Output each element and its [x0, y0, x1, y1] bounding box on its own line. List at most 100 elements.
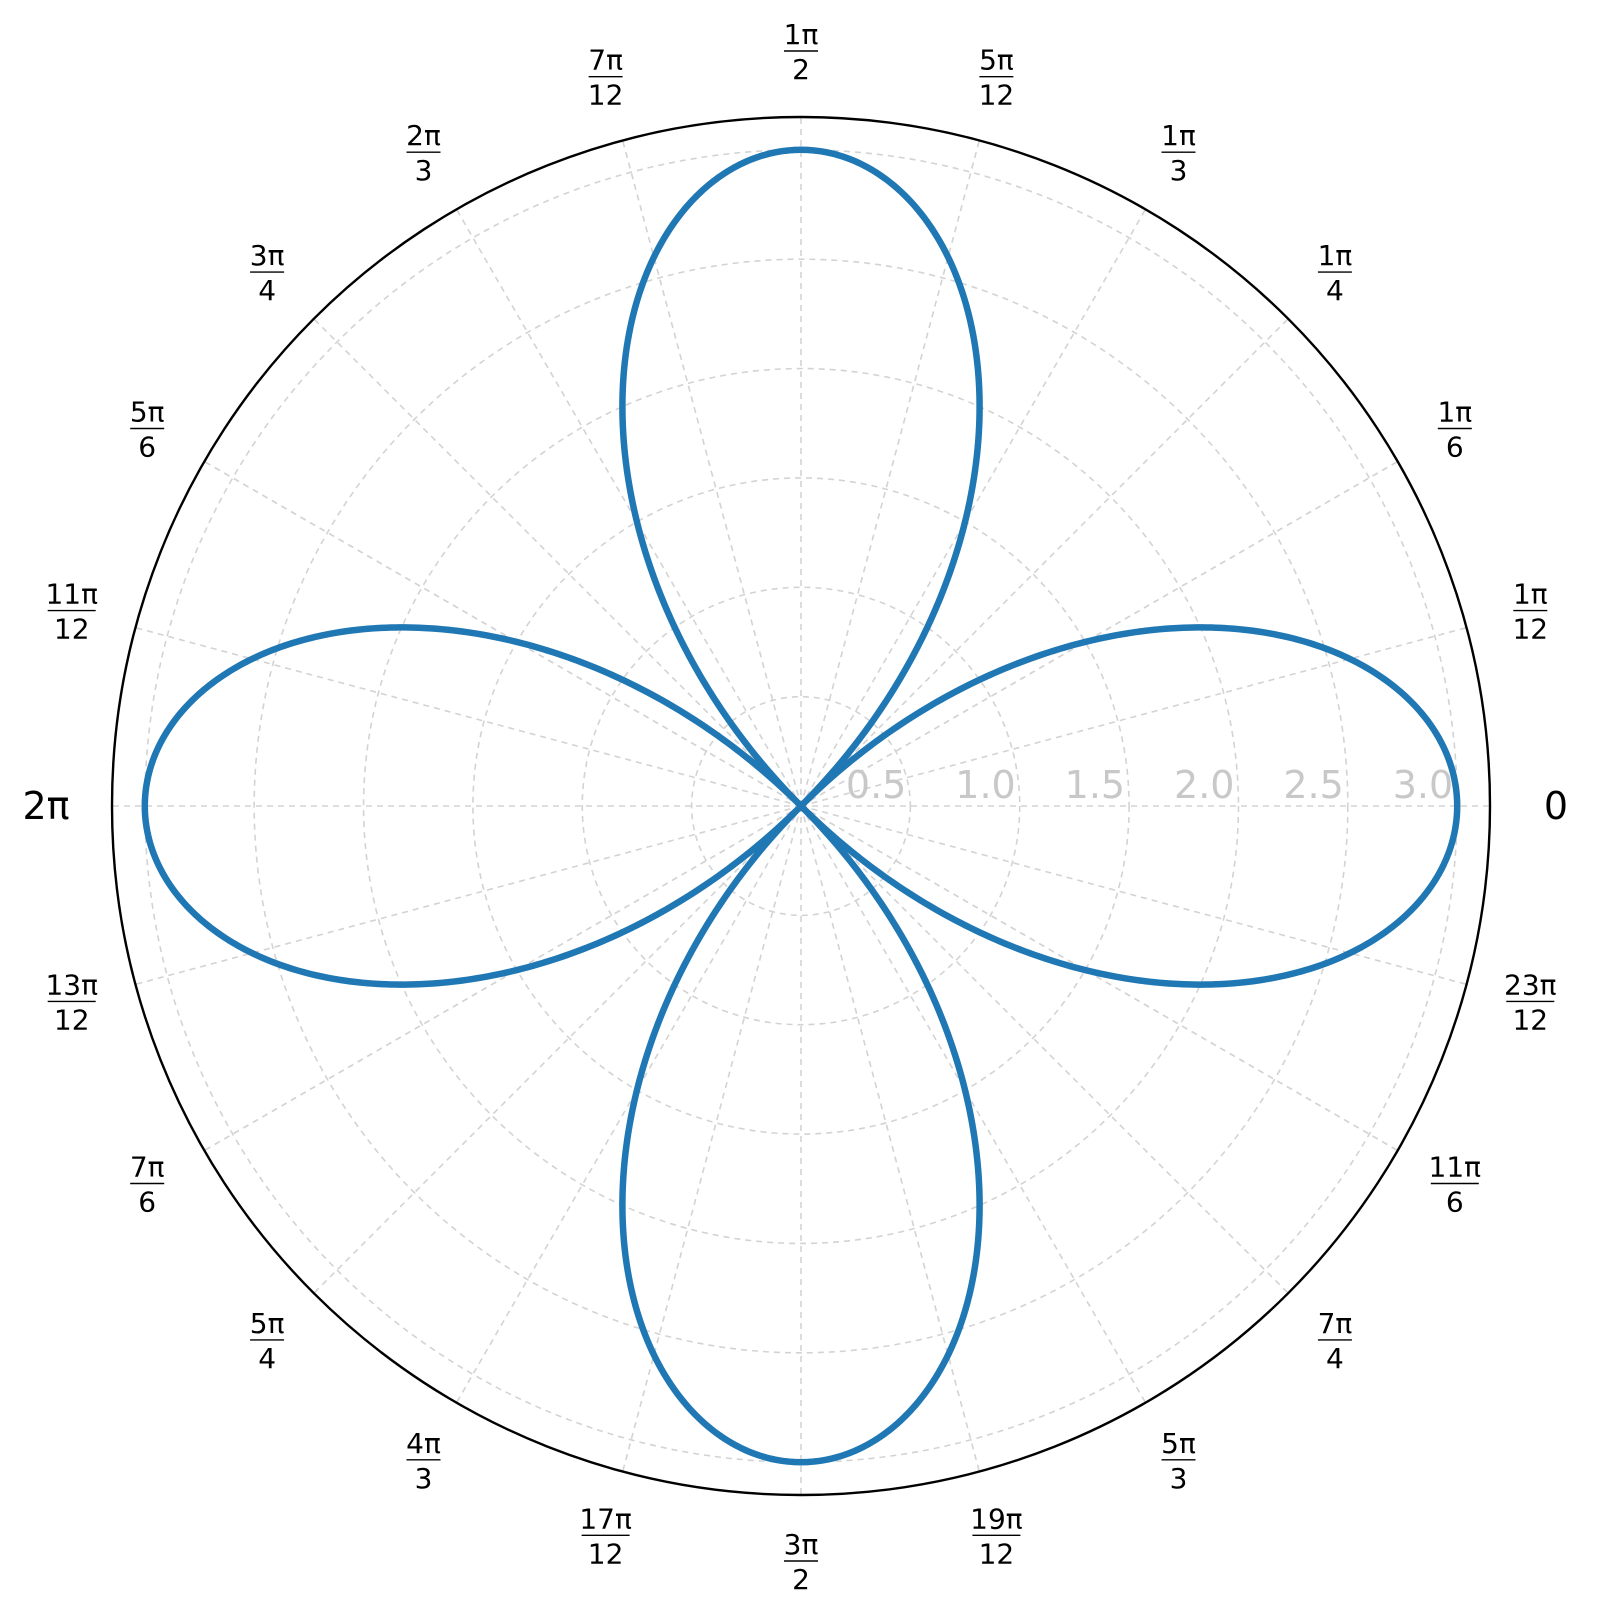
grid-spoke-315	[800, 805, 1289, 1294]
grid-spoke-195	[135, 805, 802, 986]
grid-spoke-330	[800, 805, 1399, 1152]
r-tick-label: 2.5	[1283, 763, 1343, 807]
theta-label-denominator: 12	[979, 1537, 1015, 1570]
theta-label-denominator: 2	[792, 53, 810, 86]
theta-label-numerator: 7π	[1318, 1307, 1353, 1340]
theta-label-numerator: 2π	[406, 119, 441, 152]
theta-label-numerator: 3π	[784, 1528, 819, 1561]
theta-tick-315: 7π4	[1318, 1307, 1353, 1375]
series-curve-0	[141, 146, 1461, 1466]
theta-label-denominator: 2	[792, 1563, 810, 1596]
grid-spoke-105	[621, 140, 802, 807]
theta-label-numerator: 5π	[1161, 1427, 1196, 1460]
grid-spoke-165	[135, 626, 802, 807]
theta-label-whole: 0	[1544, 784, 1568, 828]
theta-label-numerator: 5π	[250, 1307, 285, 1340]
grid-ring-2.0	[362, 367, 1240, 1245]
theta-label-denominator: 12	[54, 613, 90, 646]
theta-tick-90: 1π2	[784, 18, 819, 86]
grid-ring-1.0	[581, 586, 1021, 1026]
theta-tick-300: 5π3	[1161, 1427, 1196, 1495]
theta-label-denominator: 4	[258, 1342, 276, 1375]
theta-label-numerator: 19π	[970, 1502, 1023, 1535]
theta-label-denominator: 6	[138, 1186, 156, 1219]
theta-label-denominator: 4	[1326, 1342, 1344, 1375]
theta-label-numerator: 1π	[1437, 396, 1472, 429]
grid-spoke-60	[800, 208, 1147, 807]
theta-label-numerator: 11π	[1429, 1151, 1482, 1184]
theta-label-denominator: 12	[54, 1003, 90, 1036]
curve-layer	[141, 146, 1461, 1466]
grid-ring-2.5	[253, 258, 1349, 1354]
theta-label-denominator: 3	[415, 154, 433, 187]
grid-spoke-150	[203, 460, 802, 807]
theta-tick-240: 4π3	[406, 1427, 441, 1495]
grid-spoke-120	[455, 208, 802, 807]
grid-spoke-255	[621, 805, 802, 1472]
theta-label-numerator: 4π	[406, 1427, 441, 1460]
radial-tick-labels: 0.5 1.0 1.5 2.0 2.5 3.0	[846, 763, 1453, 807]
angular-tick-labels: 01π121π61π41π35π121π27π122π33π45π611π122…	[22, 18, 1568, 1596]
grid-ring-1.5	[472, 477, 1130, 1135]
theta-tick-270: 3π2	[784, 1528, 819, 1596]
theta-label-denominator: 6	[1446, 1186, 1464, 1219]
theta-tick-135: 3π4	[250, 239, 285, 307]
grid-spoke-345	[800, 805, 1467, 986]
grid-spoke-285	[800, 805, 981, 1472]
theta-label-denominator: 12	[1512, 613, 1548, 646]
theta-label-numerator: 7π	[588, 44, 623, 77]
r-tick-label: 1.0	[955, 763, 1015, 807]
theta-label-whole: 2π	[22, 784, 69, 828]
theta-label-denominator: 3	[1170, 154, 1188, 187]
grid-spoke-300	[800, 805, 1147, 1404]
theta-label-numerator: 1π	[1161, 119, 1196, 152]
theta-tick-225: 5π4	[250, 1307, 285, 1375]
theta-label-denominator: 3	[1170, 1462, 1188, 1495]
r-tick-label: 1.5	[1065, 763, 1125, 807]
theta-label-denominator: 12	[588, 79, 624, 112]
grid-ring-0.5	[690, 695, 912, 917]
theta-tick-120: 2π3	[406, 119, 441, 187]
frame-layer	[110, 115, 1492, 1497]
theta-label-numerator: 5π	[130, 396, 165, 429]
theta-label-numerator: 23π	[1504, 968, 1557, 1001]
theta-label-numerator: 1π	[1318, 239, 1353, 272]
theta-tick-45: 1π4	[1318, 239, 1353, 307]
theta-label-denominator: 4	[1326, 274, 1344, 307]
theta-label-denominator: 12	[1512, 1003, 1548, 1036]
grid-spoke-135	[313, 318, 802, 807]
theta-tick-60: 1π3	[1161, 119, 1196, 187]
r-tick-label: 0.5	[846, 763, 906, 807]
grid-spoke-30	[800, 460, 1399, 807]
theta-label-denominator: 3	[415, 1462, 433, 1495]
grid-spoke-45	[800, 318, 1289, 807]
theta-label-denominator: 12	[979, 79, 1015, 112]
theta-label-denominator: 4	[258, 274, 276, 307]
theta-tick-0: 0	[1544, 784, 1568, 828]
theta-tick-150: 5π6	[130, 396, 165, 464]
theta-label-numerator: 5π	[979, 44, 1014, 77]
theta-label-denominator: 6	[1446, 431, 1464, 464]
theta-label-denominator: 12	[588, 1537, 624, 1570]
theta-label-numerator: 17π	[579, 1502, 632, 1535]
polar-frame	[110, 115, 1492, 1497]
theta-label-denominator: 6	[138, 431, 156, 464]
grid-spoke-240	[455, 805, 802, 1404]
r-tick-label: 3.0	[1393, 763, 1453, 807]
theta-label-numerator: 1π	[784, 18, 819, 51]
grid-spoke-225	[313, 805, 802, 1294]
grid-spoke-210	[203, 805, 802, 1152]
grid-spoke-75	[800, 140, 981, 807]
theta-label-numerator: 7π	[130, 1151, 165, 1184]
theta-tick-210: 7π6	[130, 1151, 165, 1219]
